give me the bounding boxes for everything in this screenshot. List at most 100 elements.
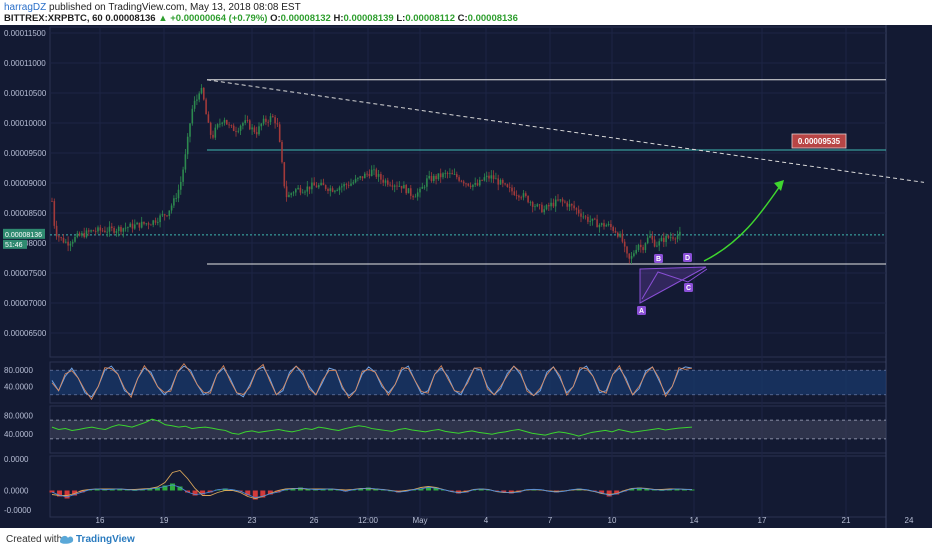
candle-body (152, 220, 154, 225)
macd-bar (629, 488, 635, 491)
published-text: published on TradingView.com, May 13, 20… (49, 2, 301, 13)
candle-body (168, 210, 171, 217)
macd-bar (689, 489, 695, 491)
candle-body (481, 179, 483, 181)
tradingview-logo-icon[interactable] (58, 532, 74, 549)
candle-body (115, 231, 118, 233)
candle-body (281, 141, 283, 163)
candle-body (361, 176, 364, 179)
pane-frame-0 (49, 26, 887, 358)
candle-body (357, 177, 359, 179)
candle-body (161, 214, 164, 216)
publish-info: harragDZ published on TradingView.com, M… (4, 2, 301, 13)
macd-bar (425, 486, 431, 491)
candle-body (283, 162, 286, 187)
candle-body (465, 183, 467, 185)
candle-body (143, 221, 145, 224)
candle-body (412, 195, 414, 198)
open-label: O: (270, 13, 281, 24)
x-tick-label: 12:00 (358, 516, 379, 525)
candle-body (623, 241, 626, 247)
candle-body (485, 175, 488, 178)
pattern-path (641, 268, 708, 300)
candle-body (216, 124, 219, 128)
author-link[interactable]: harragDZ (4, 2, 47, 13)
x-tick-label: 7 (548, 516, 553, 525)
low-label: L: (396, 13, 406, 24)
candle-body (557, 199, 559, 201)
candle-body (51, 201, 53, 202)
macd-bar (200, 490, 206, 495)
candle-body (518, 195, 520, 198)
low-value: 0.00008112 (405, 13, 455, 24)
stoch-y-tick: 80.0000 (4, 366, 33, 375)
candle-body (223, 119, 226, 123)
candle-body (674, 238, 677, 240)
candle-body (571, 203, 573, 206)
candle-body (596, 219, 598, 228)
macd-bar (373, 488, 379, 491)
candle-body (669, 237, 672, 239)
candle-body (359, 176, 361, 178)
candle-body (127, 227, 129, 228)
macd-bar (365, 487, 371, 491)
candle-body (288, 194, 290, 198)
candle-body (442, 173, 444, 178)
candle-body (60, 237, 62, 239)
candle-body (453, 174, 456, 175)
candle-body (495, 178, 497, 180)
candle-body (214, 127, 217, 138)
candle-body (232, 125, 235, 131)
candle-body (637, 244, 640, 250)
candle-body (53, 201, 56, 226)
ohlc-info: BITTREX:XRPBTC, 60 0.00008136 ▲ +0.00000… (4, 13, 518, 24)
macd-bar (418, 488, 424, 491)
macd-bar (192, 490, 198, 496)
price-badge (3, 228, 45, 239)
y-tick-label: 0.00007500 (4, 269, 47, 278)
candle-body (182, 169, 184, 182)
candle-body (380, 174, 382, 180)
candle-body (311, 182, 313, 190)
macd-bar (94, 488, 100, 491)
tradingview-brand[interactable]: TradingView (76, 534, 135, 545)
candle-body (324, 185, 327, 189)
symbol-label: BITTREX:XRPBTC, 60 (4, 13, 103, 24)
candle-body (253, 127, 256, 133)
candle-body (603, 223, 605, 227)
candle-body (228, 124, 230, 126)
chart-svg[interactable]: 0.00011500 0.00011000 0.00010500 0.00010000… (0, 25, 932, 528)
pattern-point-b (654, 254, 663, 263)
candle-body (433, 175, 435, 181)
macd-line (51, 484, 693, 499)
macd-bar (162, 485, 168, 491)
target-price-label: 0.00009535 (798, 137, 841, 146)
pattern-triangle (639, 266, 707, 304)
countdown-text: 51:46 (5, 242, 23, 249)
candle-body (375, 169, 378, 177)
candle-body (83, 233, 85, 238)
candle-body (407, 188, 410, 194)
candle-body (610, 224, 612, 228)
macd-bar (456, 490, 462, 494)
candle-body (449, 173, 451, 174)
stoch-d-line (51, 362, 693, 401)
candle-body (336, 190, 338, 192)
macd-bar (177, 486, 183, 491)
candle-body (435, 175, 437, 180)
candle-body (504, 183, 506, 185)
candle-body (122, 228, 125, 232)
macd-bar (154, 487, 160, 491)
chart-area[interactable]: 0.00011500 0.00011000 0.00010500 0.00010000… (0, 25, 932, 528)
candle-body (212, 134, 214, 138)
candle-body (534, 206, 536, 208)
candle-body (548, 205, 550, 207)
macd-bar (433, 487, 439, 491)
candle-body (129, 223, 131, 228)
candle-body (416, 192, 419, 197)
candle-body (587, 216, 589, 222)
candle-body (430, 175, 433, 181)
candle-body (239, 125, 242, 131)
candle-body (545, 205, 548, 210)
candle-body (320, 182, 322, 186)
